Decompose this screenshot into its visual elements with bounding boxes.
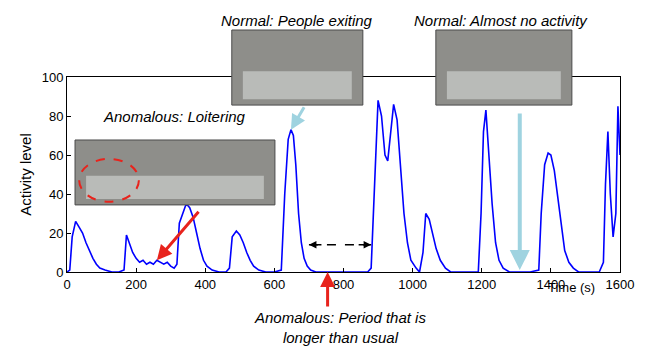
- svg-text:60: 60: [49, 148, 63, 163]
- svg-text:Anomalous: Period that islonge: Anomalous: Period that islonger than usu…: [254, 309, 426, 346]
- svg-text:1200: 1200: [467, 277, 496, 292]
- svg-text:400: 400: [194, 277, 216, 292]
- svg-text:100: 100: [42, 70, 64, 85]
- svg-text:0: 0: [56, 265, 63, 280]
- svg-text:800: 800: [333, 277, 355, 292]
- svg-text:0: 0: [63, 277, 70, 292]
- svg-text:200: 200: [125, 277, 147, 292]
- svg-text:80: 80: [49, 109, 63, 124]
- svg-text:Normal: People exiting: Normal: People exiting: [221, 12, 373, 29]
- svg-text:Anomalous: Loitering: Anomalous: Loitering: [103, 108, 246, 125]
- svg-text:1600: 1600: [606, 277, 635, 292]
- svg-text:1000: 1000: [398, 277, 427, 292]
- svg-text:40: 40: [49, 187, 63, 202]
- svg-text:Activity level: Activity level: [17, 133, 34, 216]
- svg-text:20: 20: [49, 226, 63, 241]
- svg-text:1400: 1400: [536, 277, 565, 292]
- svg-text:Time (s): Time (s): [548, 280, 595, 295]
- svg-text:600: 600: [264, 277, 286, 292]
- svg-text:Normal: Almost no activity: Normal: Almost no activity: [414, 12, 588, 29]
